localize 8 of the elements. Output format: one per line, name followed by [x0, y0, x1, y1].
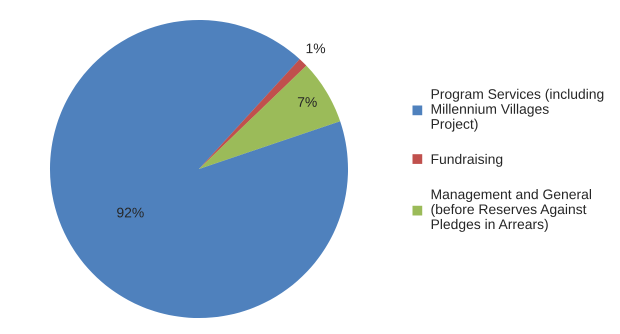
legend-label: Fundraising	[432, 154, 502, 167]
pie-slice	[199, 66, 340, 169]
legend-label: Program Services (including Millennium Villages Project)	[432, 88, 604, 132]
legend-label: Management and General (before Reserves Against Pledges in Arrears)	[431, 189, 591, 232]
data-label: 7%	[298, 97, 317, 107]
pie-slice	[50, 20, 348, 318]
data-label: 1%	[306, 44, 326, 54]
data-label: 92%	[117, 208, 144, 218]
